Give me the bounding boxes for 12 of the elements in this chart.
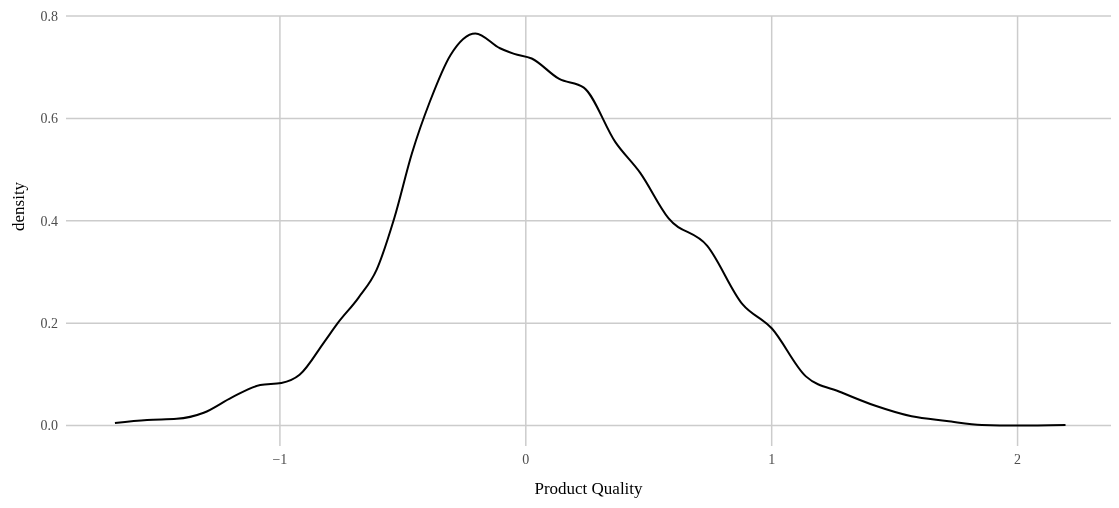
- y-tick-label: 0.4: [40, 213, 58, 229]
- line-series: [113, 32, 1067, 427]
- y-tick-label: 0.0: [40, 418, 58, 434]
- x-tick-label: 2: [1014, 451, 1022, 467]
- x-tick-label: 0: [522, 451, 530, 467]
- x-tick-label: −1: [272, 451, 288, 467]
- y-tick-label: 0.2: [40, 316, 58, 332]
- y-tick-label: 0.6: [40, 111, 58, 127]
- y-tick-label: 0.8: [40, 8, 58, 24]
- x-tick-label: 1: [768, 451, 776, 467]
- y-axis-title: density: [9, 181, 29, 231]
- x-axis-title: Product Quality: [534, 479, 644, 498]
